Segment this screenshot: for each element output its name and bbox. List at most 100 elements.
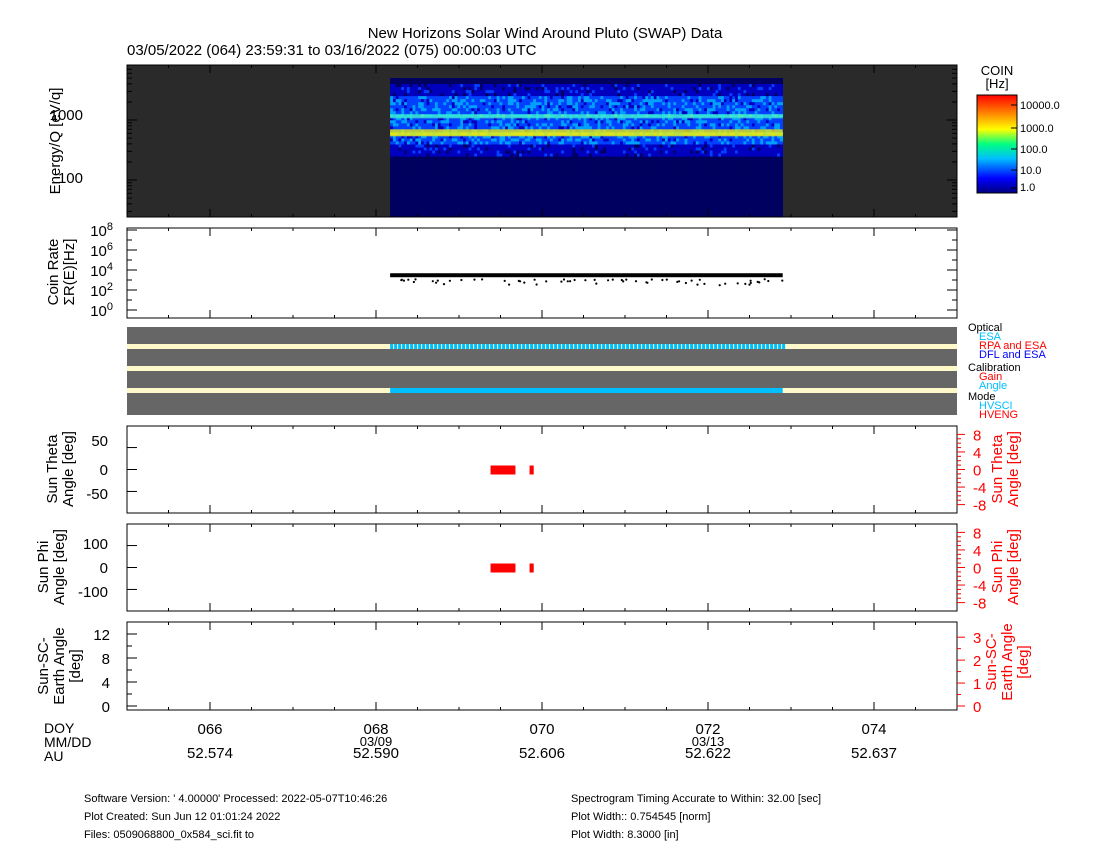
spectrogram-cell xyxy=(636,183,640,188)
spectrogram-cell xyxy=(451,126,455,130)
spectrogram-cell xyxy=(749,84,753,88)
spectrogram-cell xyxy=(631,165,635,169)
spectrogram-cell xyxy=(684,135,688,139)
spectrogram-cell xyxy=(491,123,495,127)
spectrogram-cell xyxy=(709,177,713,182)
spectrogram-cell xyxy=(611,81,615,85)
spectrogram-cell xyxy=(603,126,607,130)
spectrogram-cell xyxy=(577,159,582,163)
spectrogram-cell xyxy=(723,87,727,91)
spectrogram-cell xyxy=(516,96,520,100)
spectrogram-cell xyxy=(513,174,517,179)
spectrogram-cell xyxy=(479,102,483,106)
spectrogram-cell xyxy=(507,99,511,103)
spectrogram-cell xyxy=(726,120,730,124)
spectrogram-cell xyxy=(390,81,394,85)
spectrogram-cell xyxy=(493,168,497,172)
spectrogram-cell xyxy=(474,180,478,185)
spectrogram-cell xyxy=(561,120,565,124)
spectrogram-cell xyxy=(432,81,436,85)
spectrogram-cell xyxy=(477,135,481,139)
spectrogram-cell xyxy=(558,78,562,82)
spectrogram-cell xyxy=(642,174,646,179)
spectrogram-cell xyxy=(463,90,467,94)
spectrogram-cell xyxy=(737,99,741,103)
spectrogram-cell xyxy=(617,183,621,188)
spectrogram-cell xyxy=(477,168,481,172)
spectrogram-cell xyxy=(751,123,755,127)
spectrogram-cell xyxy=(642,84,646,88)
spectrogram-cell xyxy=(513,81,517,85)
spectrogram-cell xyxy=(740,111,744,115)
spectrogram-cell xyxy=(600,111,604,115)
spectrogram-cell xyxy=(670,138,674,142)
spectrogram-cell xyxy=(749,93,753,97)
spectrogram-cell xyxy=(544,162,548,166)
spectrogram-cell xyxy=(701,123,705,127)
spectrogram-cell xyxy=(521,105,526,109)
spectrogram-cell xyxy=(653,87,657,91)
spectrogram-cell xyxy=(777,111,781,115)
spectrogram-cell xyxy=(709,165,713,169)
spectrogram-cell xyxy=(463,78,467,82)
spectrogram-cell xyxy=(561,117,565,121)
spectrogram-cell xyxy=(541,81,545,85)
spectrogram-cell xyxy=(460,165,464,169)
spectrogram-cell xyxy=(575,81,579,85)
spectrogram-cell xyxy=(774,111,778,115)
spectrogram-cell xyxy=(690,108,694,112)
spectrogram-cell xyxy=(695,87,699,91)
spectrogram-cell xyxy=(777,174,781,179)
spectrogram-cell xyxy=(404,165,408,169)
spectrogram-cell xyxy=(561,87,565,91)
spectrogram-cell xyxy=(698,162,702,166)
spectrogram-cell xyxy=(670,180,674,185)
spectrogram-cell xyxy=(740,81,744,85)
spectrogram-cell xyxy=(757,102,761,106)
spectrogram-cell xyxy=(463,84,467,88)
spectrogram-cell xyxy=(519,150,523,154)
spectrogram-cell xyxy=(743,159,747,163)
spectrogram-cell xyxy=(460,78,464,82)
spectrogram-cell xyxy=(440,150,444,154)
spectrogram-cell xyxy=(614,123,618,127)
spectrogram-cell xyxy=(502,102,506,106)
spectrogram-cell xyxy=(516,102,520,106)
spectrogram-cell xyxy=(505,156,509,160)
spectrogram-cell xyxy=(443,111,447,115)
spectrogram-cell xyxy=(561,180,565,185)
spectrogram-cell xyxy=(777,126,781,130)
spectrogram-cell xyxy=(583,105,587,109)
spectrogram-cell xyxy=(420,135,425,139)
spectrogram-cell xyxy=(398,144,402,148)
spectrogram-cell xyxy=(398,156,402,160)
spectrogram-cell xyxy=(510,174,514,179)
spectrogram-cell xyxy=(409,87,413,91)
spectrogram-cell xyxy=(491,126,495,130)
spectrogram-cell xyxy=(653,135,657,139)
spectrogram-cell xyxy=(650,117,654,121)
spectrogram-cell xyxy=(471,111,475,115)
spectrogram-cell xyxy=(583,180,587,185)
spectrogram-cell xyxy=(704,78,708,82)
spectrogram-cell xyxy=(662,159,666,163)
spectrogram-cell xyxy=(412,168,416,172)
spectrogram-cell xyxy=(395,84,399,88)
spectrogram-cell xyxy=(563,144,568,148)
spectrogram-cell xyxy=(468,174,472,179)
spectrogram-cell xyxy=(527,153,531,157)
spectrogram-cell xyxy=(583,111,587,115)
spectrogram-cell xyxy=(614,141,618,145)
spectrogram-cell xyxy=(392,111,397,115)
spectrogram-cell xyxy=(549,174,554,179)
spectrogram-cell xyxy=(460,144,464,148)
spectrogram-cell xyxy=(507,174,511,179)
spectrogram-cell xyxy=(642,162,646,166)
spectrogram-cell xyxy=(614,81,618,85)
spectrogram-cell xyxy=(420,120,425,124)
spectrogram-cell xyxy=(412,117,416,121)
spectrogram-cell xyxy=(636,144,640,148)
spectrogram-cell xyxy=(592,177,596,182)
spectrogram-cell xyxy=(491,84,495,88)
spectrogram-cell xyxy=(426,177,430,182)
